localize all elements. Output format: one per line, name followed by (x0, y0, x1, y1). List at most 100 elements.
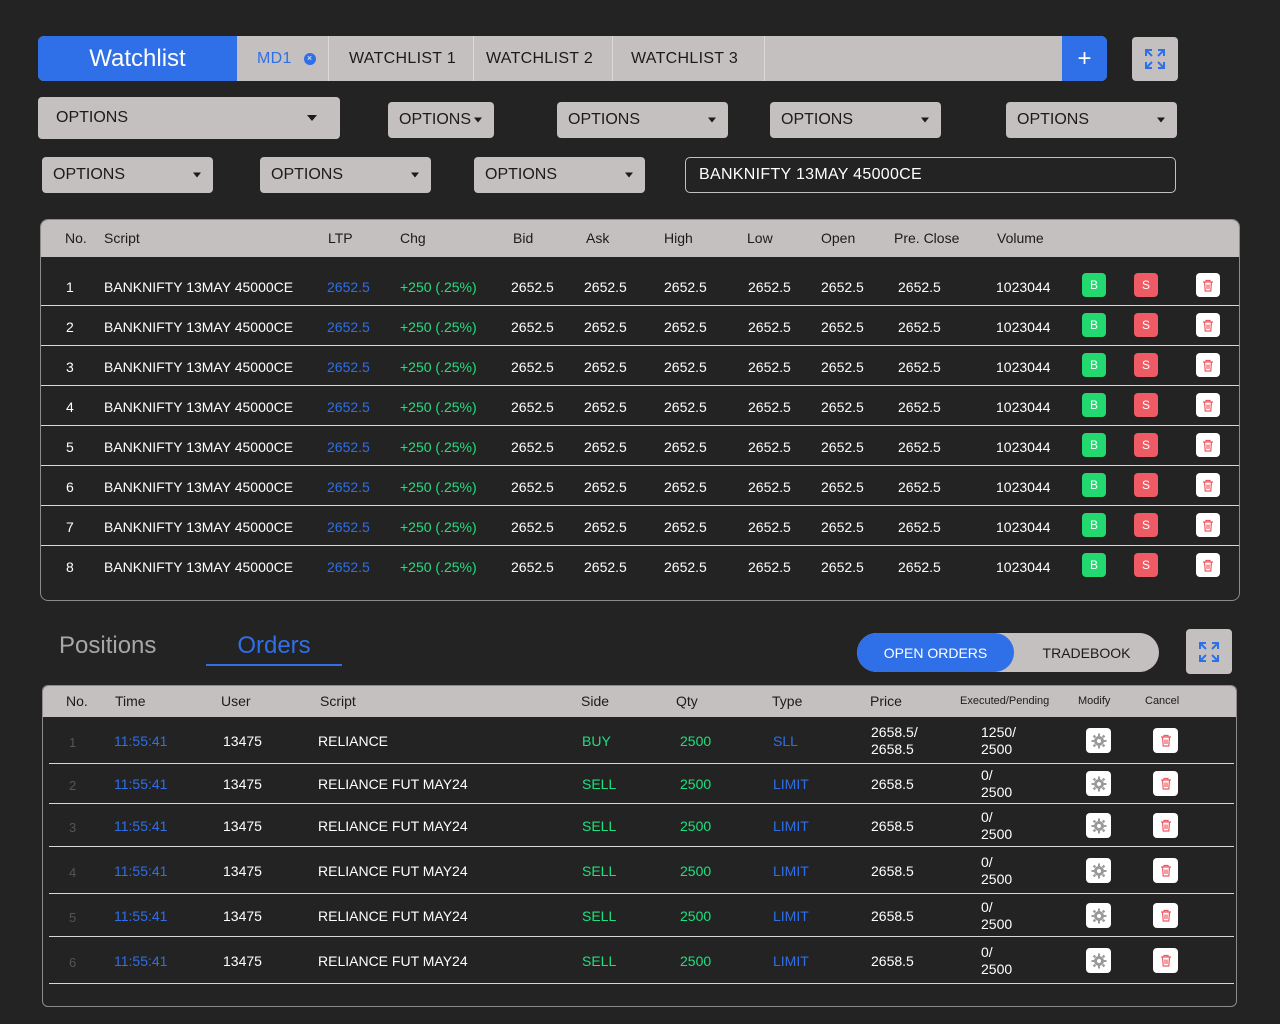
buy-button[interactable]: B (1082, 393, 1106, 417)
row-script: BANKNIFTY 13MAY 45000CE (104, 479, 294, 495)
order-no: 3 (69, 820, 77, 835)
sell-button[interactable]: S (1134, 273, 1158, 297)
options-dropdown-1[interactable]: OPTIONS (38, 97, 340, 139)
row-low: 2652.5 (748, 479, 791, 495)
modify-button[interactable] (1086, 858, 1111, 883)
options-dropdown-7[interactable]: OPTIONS (260, 157, 431, 193)
table-row[interactable]: 7 BANKNIFTY 13MAY 45000CE 2652.5 +250 (.… (41, 506, 1239, 546)
sell-button[interactable]: S (1134, 313, 1158, 337)
executed-line1: 0/ (981, 854, 993, 870)
row-high: 2652.5 (664, 439, 707, 455)
order-row[interactable]: 5 11:55:41 13475 RELIANCE FUT MAY24 SELL… (49, 894, 1234, 937)
row-ltp: 2652.5 (327, 359, 370, 375)
cancel-button[interactable] (1153, 858, 1178, 883)
delete-button[interactable] (1196, 313, 1220, 337)
add-watchlist-button[interactable]: + (1062, 36, 1107, 81)
row-volume: 1023044 (996, 359, 1051, 375)
order-row[interactable]: 4 11:55:41 13475 RELIANCE FUT MAY24 SELL… (49, 847, 1234, 894)
sell-button[interactable]: S (1134, 553, 1158, 577)
tab-positions[interactable]: Positions (59, 632, 157, 659)
tradebook-button[interactable]: TRADEBOOK (1042, 644, 1131, 661)
cancel-button[interactable] (1153, 903, 1178, 928)
cancel-button[interactable] (1153, 771, 1178, 796)
delete-button[interactable] (1196, 513, 1220, 537)
row-no: 6 (66, 479, 74, 495)
buy-button[interactable]: B (1082, 313, 1106, 337)
order-row[interactable]: 3 11:55:41 13475 RELIANCE FUT MAY24 SELL… (49, 804, 1234, 847)
delete-button[interactable] (1196, 273, 1220, 297)
order-qty: 2500 (680, 908, 712, 924)
expand-orders-button[interactable] (1186, 629, 1232, 674)
buy-button[interactable]: B (1082, 353, 1106, 377)
options-dropdown-3[interactable]: OPTIONS (557, 102, 728, 138)
order-side: SELL (582, 776, 617, 792)
options-dropdown-2[interactable]: OPTIONS (388, 102, 494, 138)
buy-button[interactable]: B (1082, 433, 1106, 457)
delete-button[interactable] (1196, 473, 1220, 497)
modify-button[interactable] (1086, 813, 1111, 838)
modify-button[interactable] (1086, 771, 1111, 796)
options-dropdown-6[interactable]: OPTIONS (42, 157, 213, 193)
tab-watchlist-1[interactable]: WATCHLIST 1 (329, 36, 474, 81)
tab-watchlist-2[interactable]: WATCHLIST 2 (474, 36, 613, 81)
order-price-line1: 2658.5/ (871, 724, 918, 740)
table-row[interactable]: 5 BANKNIFTY 13MAY 45000CE 2652.5 +250 (.… (41, 426, 1239, 466)
cancel-button[interactable] (1153, 813, 1178, 838)
trash-icon (1203, 399, 1213, 412)
delete-button[interactable] (1196, 553, 1220, 577)
row-bid: 2652.5 (511, 319, 554, 335)
cancel-button[interactable] (1153, 948, 1178, 973)
row-low: 2652.5 (748, 359, 791, 375)
modify-button[interactable] (1086, 728, 1111, 753)
sell-button[interactable]: S (1134, 433, 1158, 457)
table-row[interactable]: 8 BANKNIFTY 13MAY 45000CE 2652.5 +250 (.… (41, 546, 1239, 586)
order-row[interactable]: 1 11:55:41 13475 RELIANCE BUY 2500 SLL 2… (49, 718, 1234, 764)
order-time: 11:55:41 (114, 776, 168, 792)
cancel-button[interactable] (1153, 728, 1178, 753)
order-row[interactable]: 2 11:55:41 13475 RELIANCE FUT MAY24 SELL… (49, 764, 1234, 804)
options-dropdown-8[interactable]: OPTIONS (474, 157, 645, 193)
row-script: BANKNIFTY 13MAY 45000CE (104, 399, 294, 415)
row-script: BANKNIFTY 13MAY 45000CE (104, 439, 294, 455)
executed-line2: 2500 (981, 741, 1013, 757)
modify-button[interactable] (1086, 948, 1111, 973)
modify-button[interactable] (1086, 903, 1111, 928)
open-orders-button[interactable]: OPEN ORDERS (857, 633, 1014, 672)
executed-line1: 0/ (981, 809, 993, 825)
order-price: 2658.5 (871, 818, 914, 835)
options-dropdown-5[interactable]: OPTIONS (1006, 102, 1177, 138)
tab-orders[interactable]: Orders (206, 632, 342, 666)
col-type: Type (772, 693, 803, 709)
buy-button[interactable]: B (1082, 273, 1106, 297)
tab-md1[interactable]: MD1 × (237, 36, 329, 81)
order-row[interactable]: 6 11:55:41 13475 RELIANCE FUT MAY24 SELL… (49, 937, 1234, 984)
options-dropdown-4[interactable]: OPTIONS (770, 102, 941, 138)
table-row[interactable]: 4 BANKNIFTY 13MAY 45000CE 2652.5 +250 (.… (41, 386, 1239, 426)
close-tab-icon[interactable]: × (303, 52, 316, 65)
table-row[interactable]: 6 BANKNIFTY 13MAY 45000CE 2652.5 +250 (.… (41, 466, 1239, 506)
order-time: 11:55:41 (114, 953, 168, 969)
table-row[interactable]: 3 BANKNIFTY 13MAY 45000CE 2652.5 +250 (.… (41, 346, 1239, 386)
table-row[interactable]: 2 BANKNIFTY 13MAY 45000CE 2652.5 +250 (.… (41, 306, 1239, 346)
dropdown-value: OPTIONS (271, 166, 344, 183)
delete-button[interactable] (1196, 433, 1220, 457)
buy-button[interactable]: B (1082, 553, 1106, 577)
order-time: 11:55:41 (114, 818, 168, 834)
row-open: 2652.5 (821, 279, 864, 295)
expand-watchlist-button[interactable] (1132, 37, 1178, 81)
delete-button[interactable] (1196, 393, 1220, 417)
buy-button[interactable]: B (1082, 513, 1106, 537)
buy-button[interactable]: B (1082, 473, 1106, 497)
sell-button[interactable]: S (1134, 353, 1158, 377)
table-row[interactable]: 1 BANKNIFTY 13MAY 45000CE 2652.5 +250 (.… (41, 266, 1239, 306)
delete-button[interactable] (1196, 353, 1220, 377)
dropdown-value: OPTIONS (485, 166, 558, 183)
orders-table-header: No. Time User Script Side Qty Type Price… (43, 686, 1236, 717)
row-chg: +250 (.25%) (400, 439, 477, 455)
sell-button[interactable]: S (1134, 513, 1158, 537)
trash-icon (1160, 909, 1171, 922)
sell-button[interactable]: S (1134, 393, 1158, 417)
script-search-input[interactable] (685, 157, 1176, 193)
tab-watchlist-3[interactable]: WATCHLIST 3 (613, 36, 765, 81)
sell-button[interactable]: S (1134, 473, 1158, 497)
